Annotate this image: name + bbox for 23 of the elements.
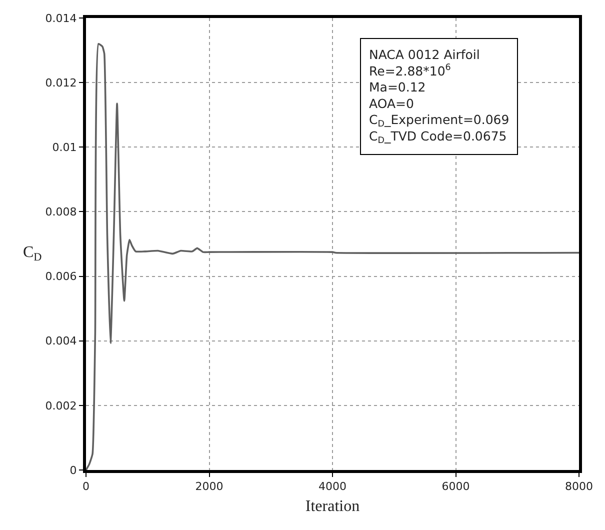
annotation: NACA 0012 Airfoil bbox=[369, 47, 480, 62]
line-series bbox=[86, 42, 579, 470]
annotation: AOA=0 bbox=[369, 96, 414, 111]
x-axis-title: Iteration bbox=[305, 498, 360, 515]
y-tick-label: 0.012 bbox=[45, 76, 77, 90]
y-tick-label: 0.01 bbox=[52, 140, 77, 154]
x-tick-label: 6000 bbox=[442, 480, 470, 494]
annotation: Ma=0.12 bbox=[369, 80, 426, 94]
x-tick-label: 8000 bbox=[565, 480, 593, 494]
annotation: C$_{D}$_TVD Code=0.0675 bbox=[369, 128, 507, 146]
annotation: Re=2.88*10$^{6}$ bbox=[369, 63, 452, 78]
x-tick-label: 4000 bbox=[318, 480, 346, 494]
x-tick-label: 2000 bbox=[195, 480, 224, 494]
text: C$_{D}$ bbox=[23, 244, 42, 264]
y-tick-label: 0 bbox=[70, 464, 77, 477]
x-tick-label: 0 bbox=[82, 480, 90, 494]
y-tick-label: 0.004 bbox=[45, 334, 77, 348]
y-axis-title: C$_{D}$ bbox=[369, 112, 385, 130]
y-tick-label: 0.014 bbox=[45, 12, 77, 25]
y-tick-label: 0.006 bbox=[45, 270, 77, 284]
y-tick-label: 0.008 bbox=[45, 206, 77, 219]
y-tick-label: 0.002 bbox=[45, 399, 77, 412]
text: _Experiment=0.069 bbox=[384, 112, 510, 127]
